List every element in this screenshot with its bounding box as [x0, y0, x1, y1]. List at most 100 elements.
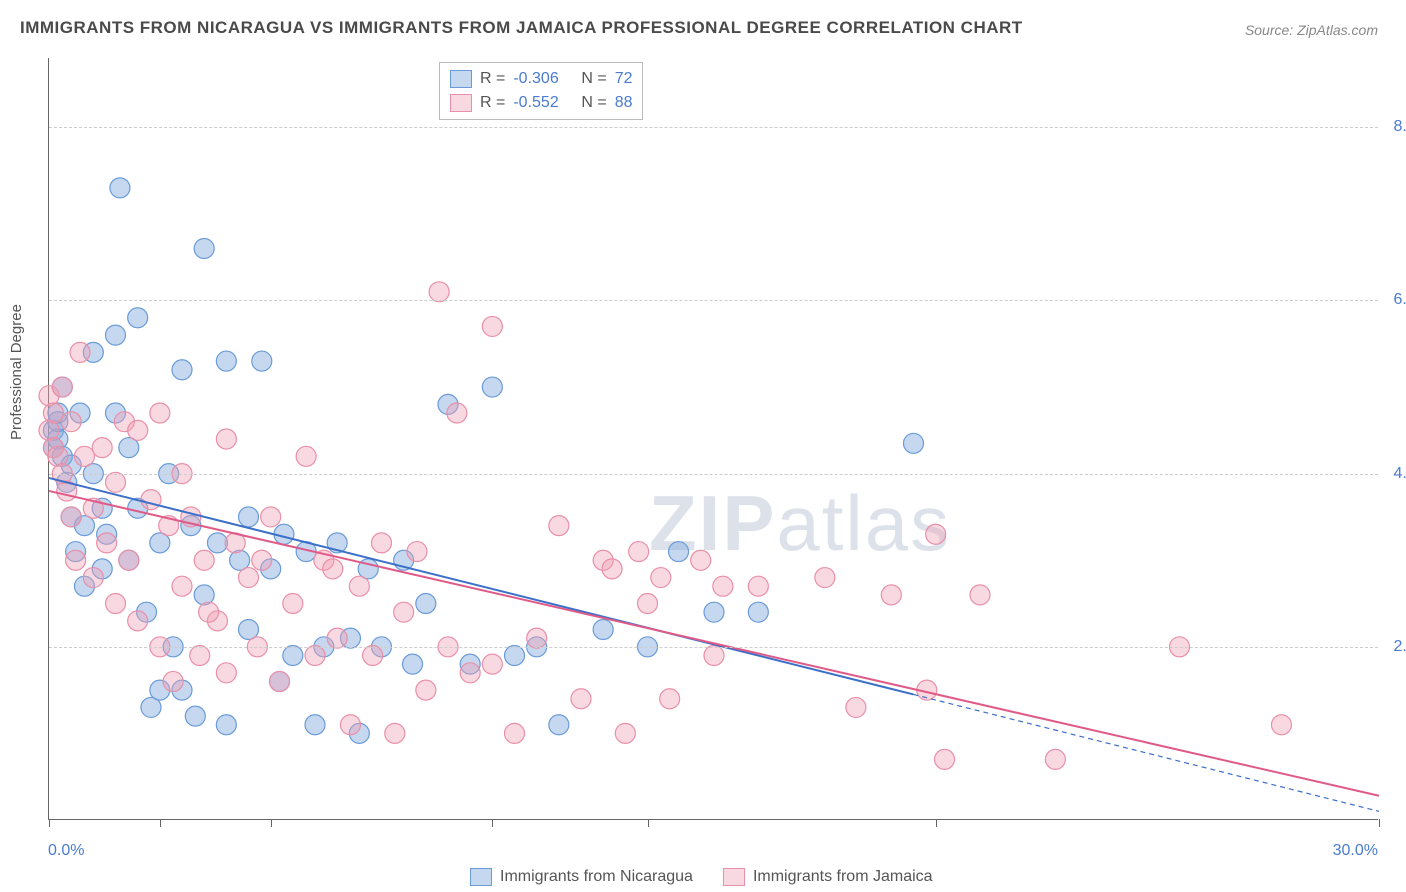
data-point	[110, 178, 130, 198]
data-point	[163, 671, 183, 691]
data-point	[216, 663, 236, 683]
data-point	[372, 533, 392, 553]
data-point	[74, 446, 94, 466]
data-point	[602, 559, 622, 579]
data-point	[638, 594, 658, 614]
legend-correlation-box: R = -0.306 N = 72 R =-0.552N =88	[439, 62, 643, 120]
data-point	[128, 611, 148, 631]
data-point	[106, 472, 126, 492]
data-point	[66, 550, 86, 570]
data-point	[261, 507, 281, 527]
x-tick	[648, 819, 649, 827]
data-point	[61, 507, 81, 527]
data-point	[571, 689, 591, 709]
data-point	[119, 550, 139, 570]
data-point	[447, 403, 467, 423]
r-label: R =	[480, 94, 505, 112]
y-tick-label: 6.0%	[1382, 291, 1406, 309]
data-point	[52, 377, 72, 397]
y-tick-label: 4.0%	[1382, 465, 1406, 483]
legend-swatch	[450, 94, 472, 112]
data-point	[394, 602, 414, 622]
data-point	[505, 723, 525, 743]
x-axis-min-label: 0.0%	[48, 842, 84, 860]
data-point	[141, 490, 161, 510]
data-point	[429, 282, 449, 302]
data-point	[190, 645, 210, 665]
data-point	[252, 351, 272, 371]
x-tick	[1379, 819, 1380, 827]
data-point	[270, 671, 290, 691]
data-point	[39, 420, 59, 440]
data-point	[194, 550, 214, 570]
data-point	[881, 585, 901, 605]
data-point	[43, 403, 63, 423]
data-point	[482, 654, 502, 674]
data-point	[239, 507, 259, 527]
data-point	[527, 628, 547, 648]
data-point	[199, 602, 219, 622]
data-point	[252, 550, 272, 570]
data-point	[549, 715, 569, 735]
data-point	[296, 446, 316, 466]
data-point	[748, 602, 768, 622]
x-axis-max-label: 30.0%	[1333, 842, 1378, 860]
data-point	[926, 524, 946, 544]
trend-line-extrapolated	[914, 694, 1380, 811]
legend-swatch	[723, 868, 745, 886]
data-point	[106, 594, 126, 614]
data-point	[748, 576, 768, 596]
source-attribution: Source: ZipAtlas.com	[1245, 22, 1378, 38]
data-point	[385, 723, 405, 743]
legend-correlation-row: R =-0.552N =88	[450, 91, 632, 115]
gridline	[49, 300, 1378, 301]
data-point	[691, 550, 711, 570]
data-point	[70, 342, 90, 362]
data-point	[846, 697, 866, 717]
data-point	[704, 645, 724, 665]
data-point	[704, 602, 724, 622]
data-point	[185, 706, 205, 726]
data-point	[363, 645, 383, 665]
x-tick	[936, 819, 937, 827]
x-tick	[160, 819, 161, 827]
data-point	[106, 325, 126, 345]
r-label: R =	[480, 70, 505, 88]
data-point	[128, 308, 148, 328]
data-point	[172, 576, 192, 596]
plot-area: ZIPatlas 2.0%4.0%6.0%8.0% R =-0.306N =72…	[48, 58, 1378, 820]
y-axis-label: Professional Degree	[8, 304, 25, 440]
legend-series-label: Immigrants from Jamaica	[753, 868, 933, 886]
n-label: N =	[581, 94, 606, 112]
n-value: 72	[615, 70, 633, 88]
data-point	[172, 360, 192, 380]
legend-series-label: Immigrants from Nicaragua	[500, 868, 693, 886]
n-label: N =	[581, 70, 606, 88]
data-point	[150, 403, 170, 423]
data-point	[83, 568, 103, 588]
chart-svg	[49, 58, 1378, 819]
data-point	[403, 654, 423, 674]
data-point	[283, 594, 303, 614]
data-point	[651, 568, 671, 588]
legend-swatch	[450, 70, 472, 88]
x-tick	[271, 819, 272, 827]
gridline	[49, 474, 1378, 475]
data-point	[713, 576, 733, 596]
x-tick	[49, 819, 50, 827]
data-point	[216, 429, 236, 449]
data-point	[1045, 749, 1065, 769]
data-point	[128, 420, 148, 440]
data-point	[460, 663, 480, 683]
r-value: -0.306	[513, 70, 573, 88]
gridline	[49, 647, 1378, 648]
data-point	[48, 446, 68, 466]
data-point	[1271, 715, 1291, 735]
data-point	[323, 559, 343, 579]
legend-swatch	[470, 868, 492, 886]
data-point	[61, 412, 81, 432]
data-point	[549, 516, 569, 536]
legend-series: Immigrants from Nicaragua Immigrants from…	[470, 868, 933, 886]
data-point	[482, 316, 502, 336]
data-point	[505, 645, 525, 665]
